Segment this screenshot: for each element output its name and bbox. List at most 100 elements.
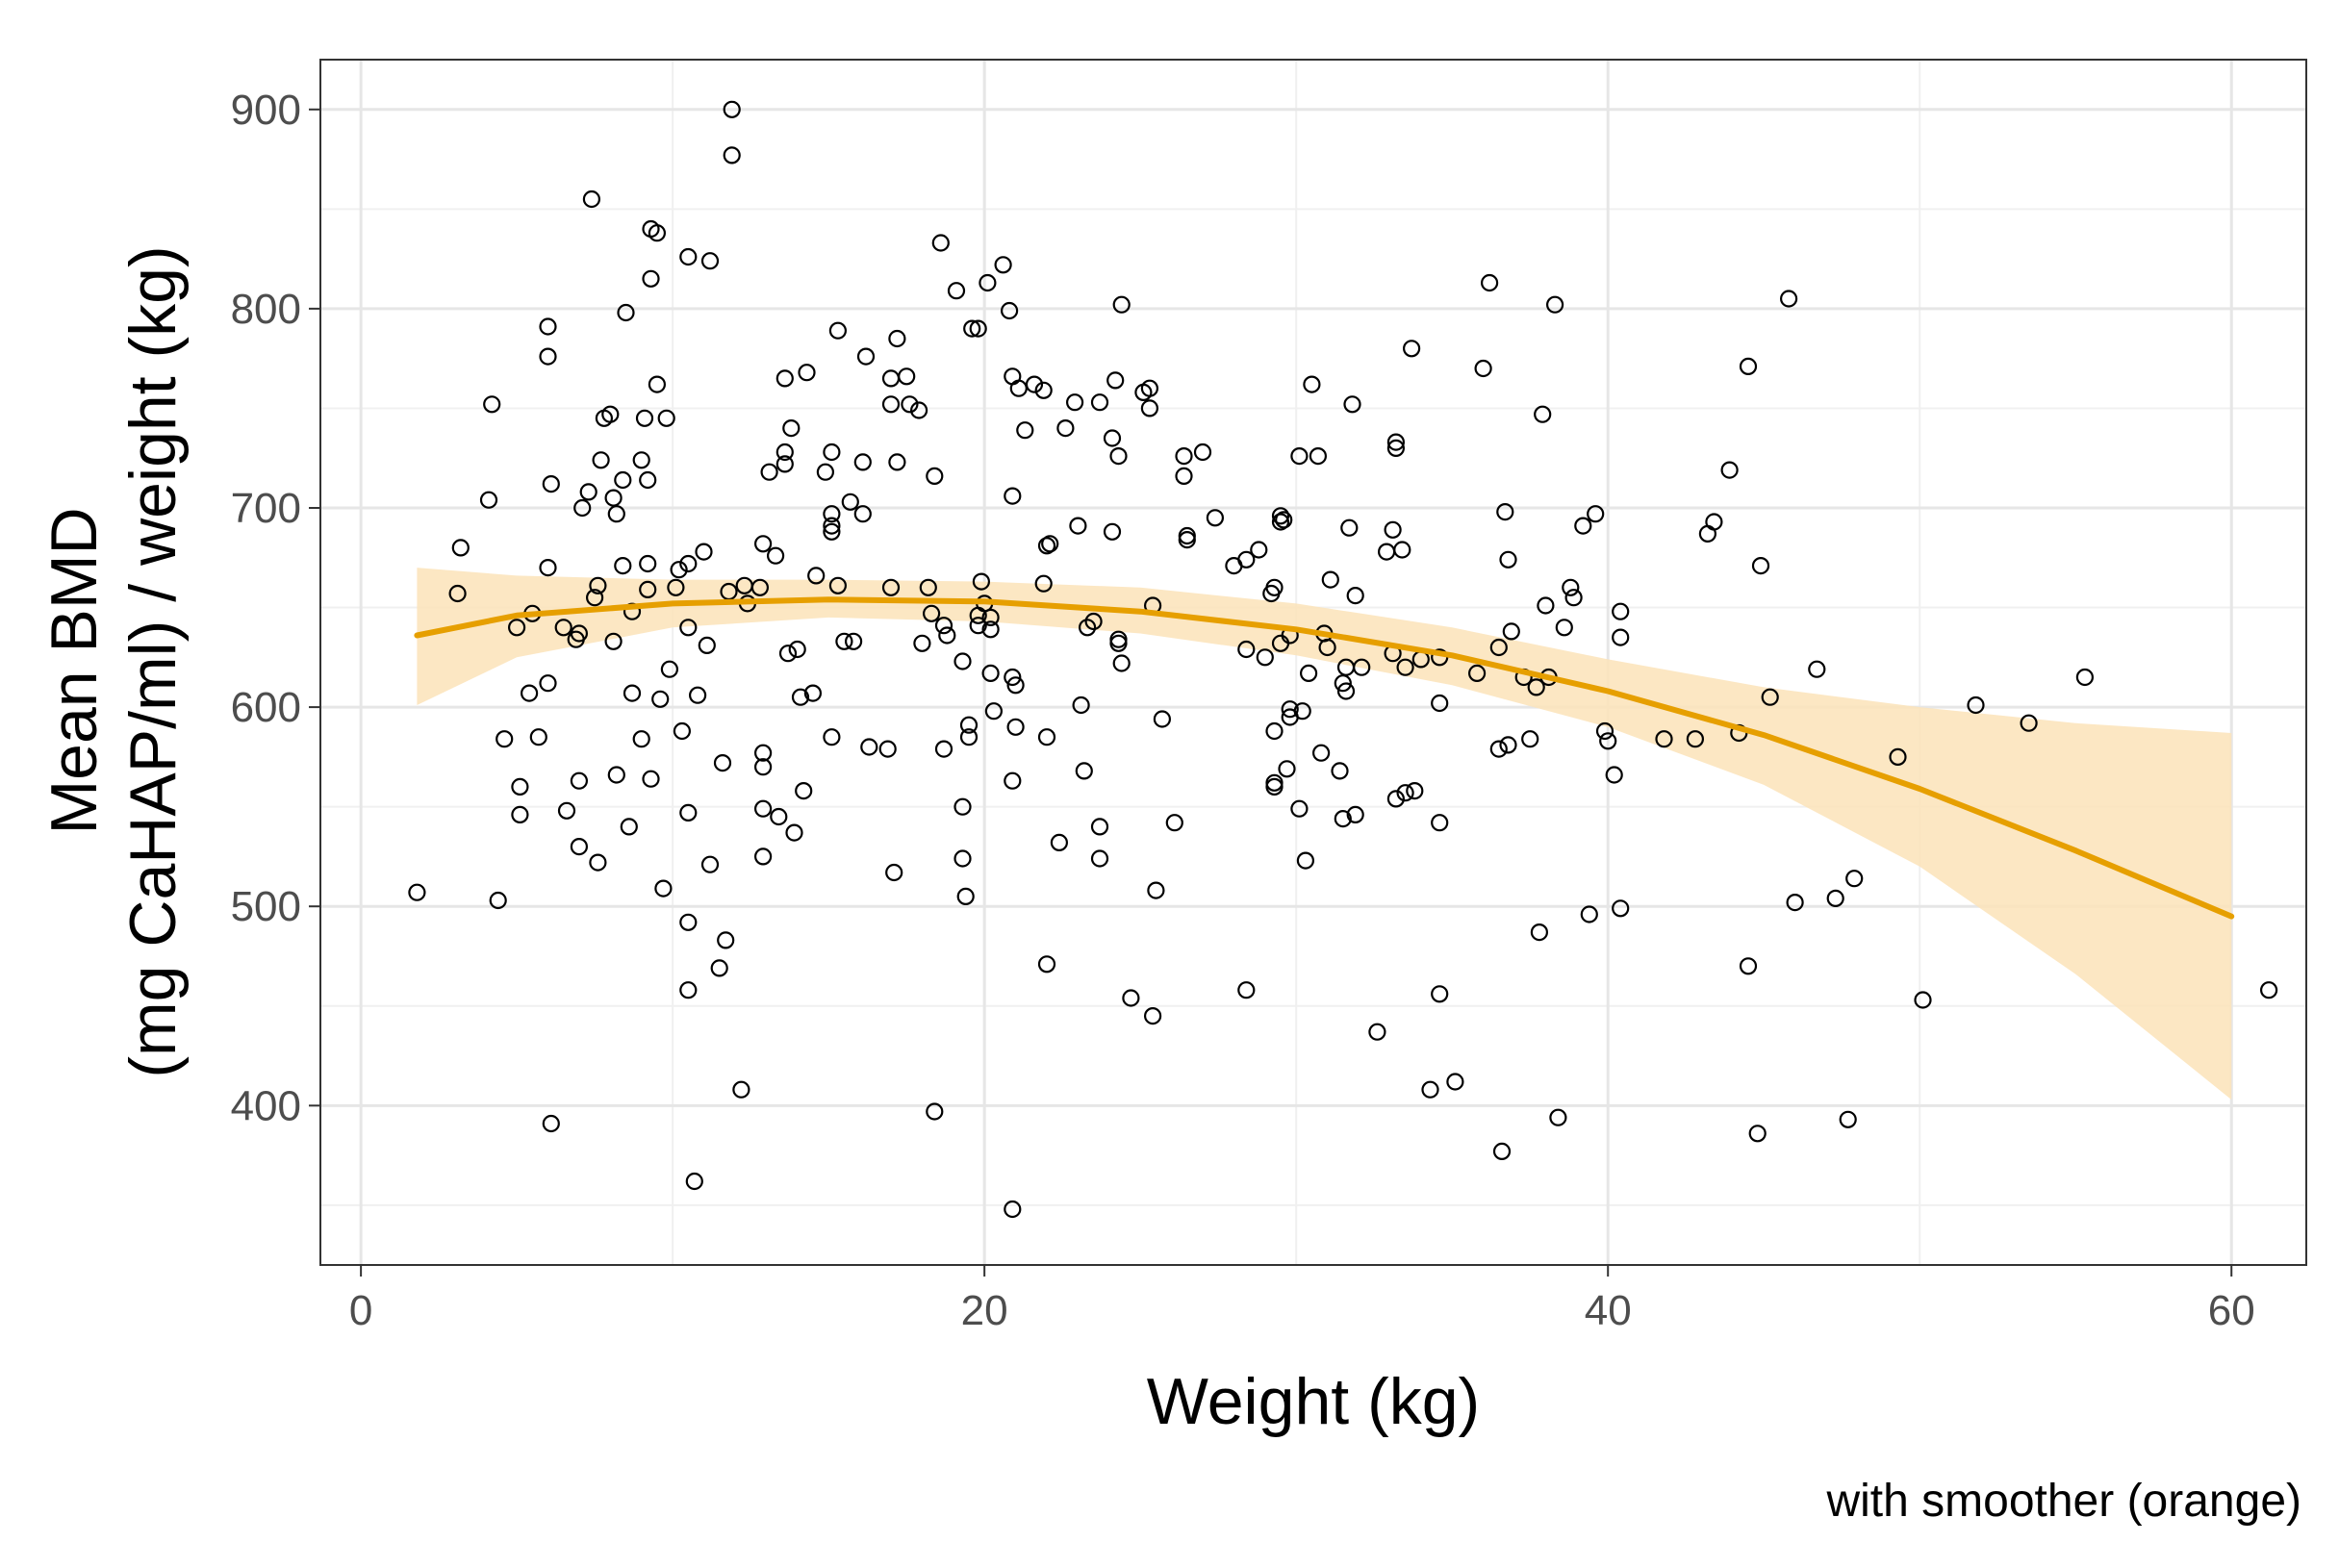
data-point [539,347,557,366]
data-point [953,652,972,670]
data-point [981,664,1000,683]
data-point [803,684,823,702]
data-point [1004,1200,1022,1219]
data-point [926,467,944,485]
data-point [657,409,675,427]
data-point [1739,357,1758,375]
y-tick-label: 900 [231,87,301,134]
data-point [1072,695,1090,715]
data-point [959,728,979,746]
data-point [778,645,798,663]
y-tick-label: 800 [231,286,301,333]
data-point [1004,487,1022,505]
data-point [1346,586,1364,605]
data-point [901,395,919,414]
data-point [1004,771,1022,790]
data-point [1587,505,1605,523]
data-point [888,453,906,471]
data-point [511,805,529,824]
data-point [1165,814,1183,832]
data-point [642,269,660,288]
data-point [601,405,620,423]
data-point [589,576,607,594]
data-point [1686,730,1705,748]
plot-panel [320,60,2306,1265]
data-point [1090,393,1109,412]
data-point [698,636,716,655]
data-point [1393,541,1411,559]
data-point [981,608,1000,627]
data-point [570,771,589,790]
data-point [844,632,863,650]
data-point [1720,461,1739,479]
chart-caption: with smoother (orange) [1825,1476,2301,1527]
data-point [632,730,650,748]
data-point [1384,520,1402,539]
data-point [679,913,698,931]
x-tick-label: 0 [349,1287,372,1334]
data-point [1090,849,1109,868]
data-point [785,823,803,842]
data-point [1009,379,1028,397]
data-point [828,321,848,340]
data-point [1334,809,1352,828]
data-point [1826,889,1844,908]
data-point [926,1102,944,1121]
data-point [1265,721,1284,741]
data-point [972,572,991,591]
data-point [979,273,997,292]
data-point [807,567,826,585]
data-point [919,578,937,596]
data-point [660,660,679,678]
data-point [1318,638,1336,657]
data-point [507,619,526,637]
y-axis-title-line-1: Mean BMD [38,507,111,834]
data-point [639,580,657,599]
data-point [835,632,853,650]
data-point [539,674,557,693]
data-point [1078,619,1097,637]
data-point [2260,981,2278,999]
data-point [1534,405,1552,423]
data-point [853,453,872,471]
data-point [723,146,741,164]
data-point [1178,530,1196,549]
data-point [798,364,816,382]
data-point [860,738,878,756]
data-point [1599,732,1617,750]
x-tick-label: 40 [1585,1287,1632,1334]
data-point [1143,1006,1162,1025]
smoother-line [414,596,2235,920]
data-point [1705,513,1723,531]
data-point [592,451,610,469]
data-point [1112,654,1131,672]
data-point [1549,1108,1567,1126]
data-point [934,740,953,758]
data-point [557,801,576,820]
data-point [1103,429,1122,447]
data-point [1103,522,1122,541]
data-point [585,589,604,607]
data-point [963,319,981,338]
data-point [934,617,953,635]
data-point [1006,718,1025,736]
data-point [1311,744,1331,762]
data-point [766,546,785,565]
data-point [1502,622,1520,641]
data-point [1037,537,1056,555]
data-point [570,624,589,643]
data-point [483,395,501,414]
data-point [604,632,623,650]
data-point [2075,668,2094,687]
data-point [795,781,813,800]
data-point [1521,730,1539,748]
data-point [959,716,979,734]
data-point [1346,805,1364,824]
data-point [607,505,625,523]
data-point [614,470,632,490]
data-point [1914,991,1932,1009]
data-point [623,684,642,702]
data-point [408,883,426,901]
data-point [511,777,529,797]
data-point [570,837,589,856]
